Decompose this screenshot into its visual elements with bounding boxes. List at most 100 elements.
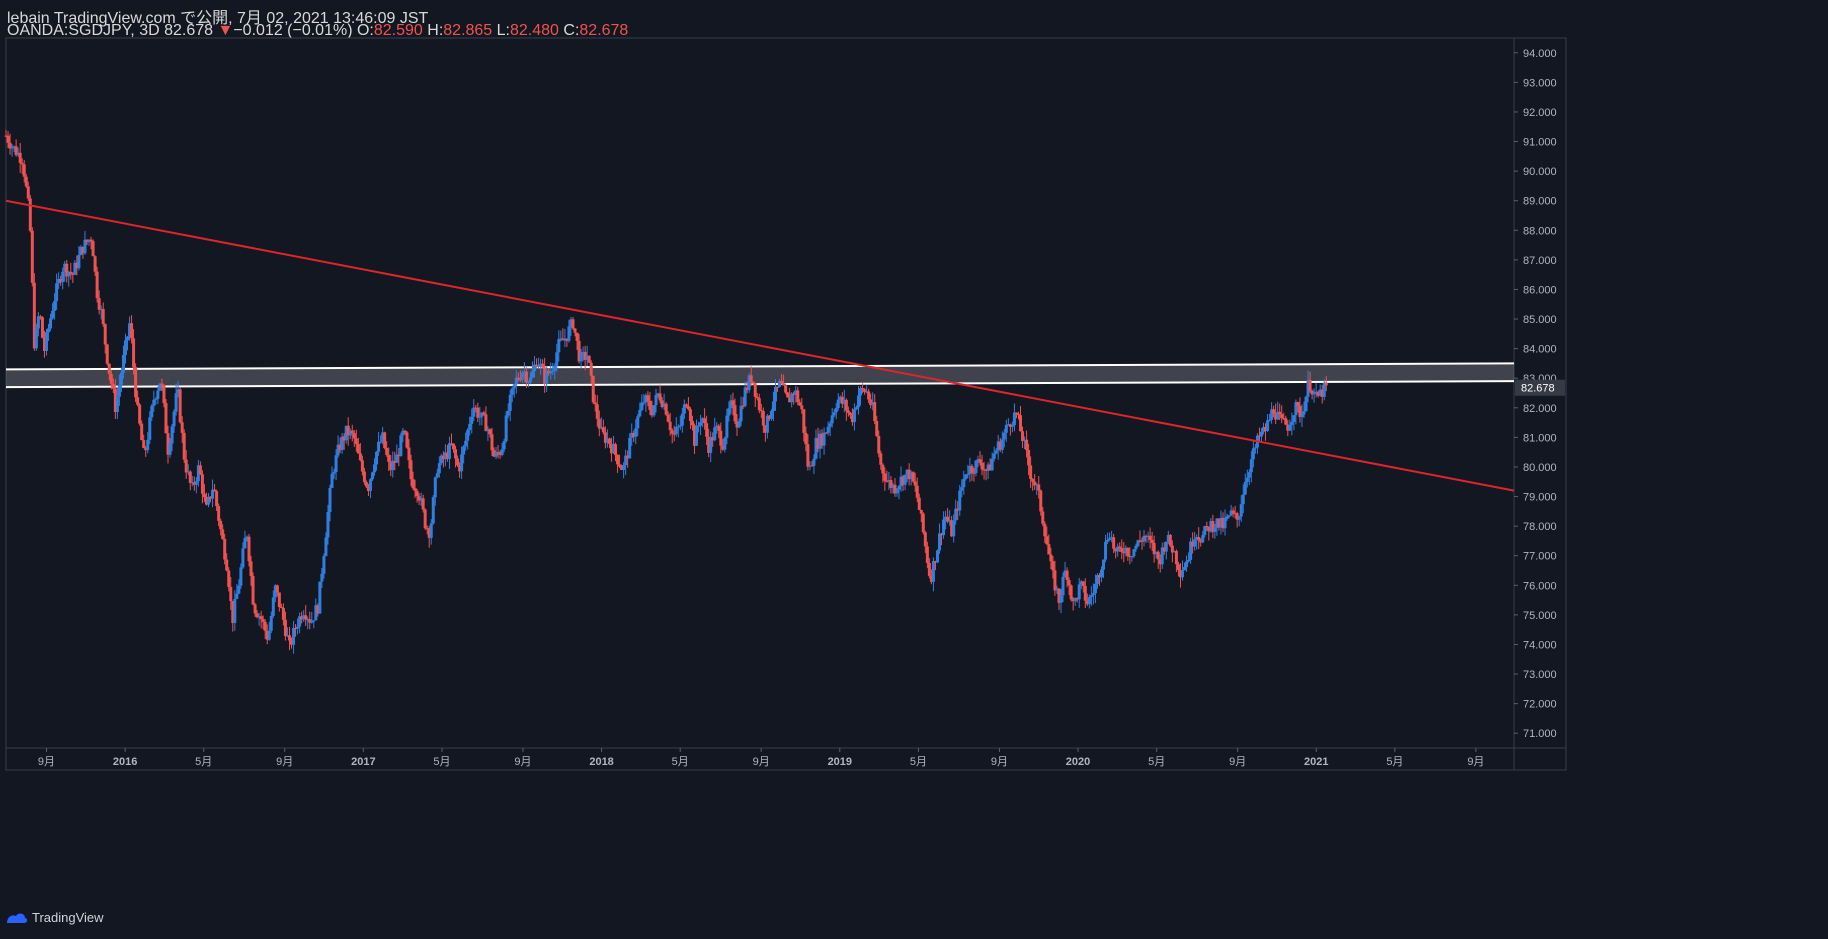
last-price-label: 82.678 — [1521, 383, 1555, 395]
candle-down — [162, 385, 165, 403]
y-tick-label: 82.000 — [1523, 403, 1557, 415]
candle-down — [215, 491, 218, 506]
candle-down — [883, 473, 886, 480]
candle-up — [740, 406, 743, 422]
candle-down — [926, 546, 929, 563]
candle-up — [1183, 567, 1186, 570]
candle-up — [1290, 422, 1293, 425]
candle-up — [964, 474, 967, 479]
candle-up — [1094, 584, 1097, 593]
candle-up — [1100, 570, 1103, 578]
candle-down — [1045, 536, 1048, 544]
candle-down — [278, 592, 281, 607]
candle-down — [659, 393, 662, 400]
candle-down — [130, 323, 133, 338]
candle-up — [833, 412, 836, 415]
candle-up — [513, 384, 516, 388]
candle-down — [914, 481, 917, 485]
candle-up — [1224, 519, 1227, 528]
price-chart[interactable]: 71.00072.00073.00074.00075.00076.00077.0… — [0, 0, 1828, 939]
candle-up — [744, 388, 747, 406]
candle-up — [622, 465, 625, 470]
candle-up — [333, 472, 336, 474]
candle-down — [885, 481, 888, 482]
candle-up — [466, 430, 469, 441]
candle-down — [1309, 380, 1312, 391]
candle-up — [770, 411, 773, 419]
candle-up — [952, 520, 955, 536]
candle-down — [260, 616, 263, 619]
candle-down — [590, 363, 593, 376]
y-tick-label: 84.000 — [1523, 344, 1557, 356]
candle-down — [1151, 540, 1154, 543]
candle-up — [531, 371, 534, 378]
candle-down — [1043, 524, 1046, 536]
tradingview-brand[interactable]: TradingView — [6, 910, 104, 925]
candle-down — [1149, 536, 1152, 540]
candle-down — [571, 319, 574, 328]
y-tick-label: 76.000 — [1523, 580, 1557, 592]
x-tick-label: 5月 — [1148, 756, 1165, 768]
candle-down — [879, 453, 882, 464]
candle-down — [96, 272, 99, 299]
candle-up — [53, 301, 56, 311]
candle-down — [1037, 484, 1040, 490]
x-tick-label: 9月 — [1467, 756, 1484, 768]
candle-down — [1049, 555, 1052, 562]
candle-up — [697, 426, 700, 427]
candle-down — [648, 401, 651, 410]
candle-up — [505, 415, 508, 441]
candle-up — [1001, 439, 1004, 449]
candle-down — [488, 429, 491, 434]
candle-up — [478, 417, 481, 418]
candle-down — [541, 364, 544, 368]
candle-down — [264, 622, 267, 631]
candle-up — [1062, 577, 1065, 596]
candle-down — [618, 464, 621, 466]
candle-up — [116, 397, 119, 412]
x-tick-label: 2021 — [1304, 756, 1328, 768]
candle-down — [806, 444, 809, 466]
y-tick-label: 90.000 — [1523, 166, 1557, 178]
candle-up — [243, 538, 246, 548]
candle-up — [468, 424, 471, 430]
candle-up — [1238, 516, 1241, 519]
candle-up — [239, 567, 242, 585]
candle-up — [895, 490, 898, 494]
candle-down — [1041, 511, 1044, 523]
candle-down — [758, 398, 761, 410]
candle-down — [223, 539, 226, 560]
candle-down — [1066, 571, 1069, 580]
candle-down — [802, 409, 805, 433]
candle-down — [219, 521, 222, 530]
candle-up — [326, 512, 329, 537]
candle-down — [1175, 551, 1178, 564]
candle-up — [829, 423, 832, 427]
candle-down — [217, 506, 220, 521]
candle-up — [723, 438, 726, 450]
candle-down — [227, 570, 230, 587]
candle-up — [1250, 459, 1253, 472]
candle-down — [592, 376, 595, 403]
candle-down — [183, 433, 186, 460]
candle-down — [250, 561, 253, 576]
candle-down — [731, 400, 734, 405]
candle-down — [225, 560, 228, 571]
candle-down — [454, 449, 457, 458]
candles-group — [5, 130, 1328, 654]
candle-down — [134, 367, 137, 397]
candle-up — [501, 449, 504, 455]
candle-up — [557, 339, 560, 352]
y-tick-label: 92.000 — [1523, 107, 1557, 119]
candle-down — [780, 381, 783, 383]
candle-up — [35, 329, 38, 349]
candle-up — [640, 402, 643, 410]
candle-down — [1278, 412, 1281, 414]
candle-up — [774, 387, 777, 402]
y-tick-label: 89.000 — [1523, 196, 1557, 208]
candle-down — [873, 402, 876, 421]
candle-down — [685, 404, 688, 406]
candle-down — [304, 615, 307, 619]
candle-down — [1082, 581, 1085, 586]
candle-down — [452, 444, 455, 450]
